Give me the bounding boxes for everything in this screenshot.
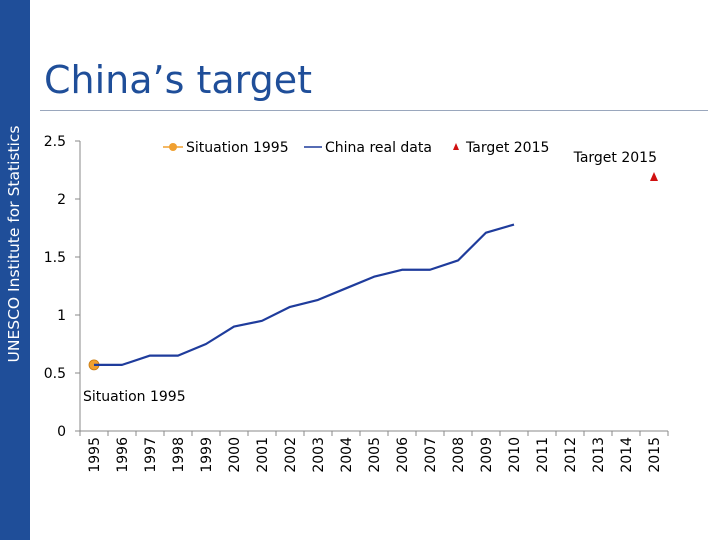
page-title: China’s target [44, 58, 313, 102]
x-tick-label: 2014 [619, 437, 635, 473]
x-tick-label: 2004 [339, 437, 355, 473]
chart-axes [79, 141, 668, 432]
x-tick-label: 2000 [227, 437, 243, 473]
chart-series: Situation 1995 Target 2015 [83, 150, 658, 405]
y-tick-label: 0 [57, 424, 66, 440]
legend-item-situation-1995: Situation 1995 [186, 140, 289, 156]
y-axis-ticks: 0 0.5 1 1.5 2 2.5 [44, 134, 80, 440]
annotation-target-2015: Target 2015 [573, 150, 657, 166]
sidebar-band: UNESCO Institute for Statistics [0, 0, 30, 540]
x-tick-label: 2012 [563, 437, 579, 473]
title-divider [40, 110, 708, 111]
x-tick-label: 2007 [423, 437, 439, 473]
x-tick-label: 2005 [367, 437, 383, 473]
x-tick-label: 2011 [535, 437, 551, 473]
legend-swatch-marker [453, 143, 459, 150]
legend-item-china-real-data: China real data [325, 140, 432, 156]
x-tick-label: 1999 [199, 437, 215, 473]
x-tick-label: 1998 [171, 437, 187, 473]
y-tick-label: 1.5 [44, 250, 66, 266]
x-tick-label: 2010 [507, 437, 523, 473]
series-line-china-real-data [94, 223, 515, 366]
data-point-target-2015 [650, 171, 658, 181]
x-tick-label: 2013 [591, 437, 607, 473]
x-tick-label: 1997 [143, 437, 159, 473]
chart-legend: Situation 1995 China real data Target 2015 [163, 140, 549, 156]
x-axis-ticks: 1995 1996 1997 1998 1999 2000 2001 2002 2003 2004… [79, 431, 669, 473]
y-tick-label: 2 [57, 192, 66, 208]
legend-swatch-marker [169, 143, 177, 151]
x-tick-label: 2002 [283, 437, 299, 473]
x-tick-label: 2006 [395, 437, 411, 473]
x-tick-label: 2001 [255, 437, 271, 473]
x-tick-label: 2015 [647, 437, 663, 473]
annotation-situation-1995: Situation 1995 [83, 389, 186, 405]
x-tick-label: 2008 [451, 437, 467, 473]
legend-item-target-2015: Target 2015 [465, 140, 549, 156]
y-tick-label: 1 [57, 308, 66, 324]
y-tick-label: 0.5 [44, 366, 66, 382]
x-tick-label: 2009 [479, 437, 495, 473]
x-tick-label: 2003 [311, 437, 327, 473]
x-tick-label: 1995 [87, 437, 103, 473]
y-tick-label: 2.5 [44, 134, 66, 150]
x-tick-label: 1996 [115, 437, 131, 473]
